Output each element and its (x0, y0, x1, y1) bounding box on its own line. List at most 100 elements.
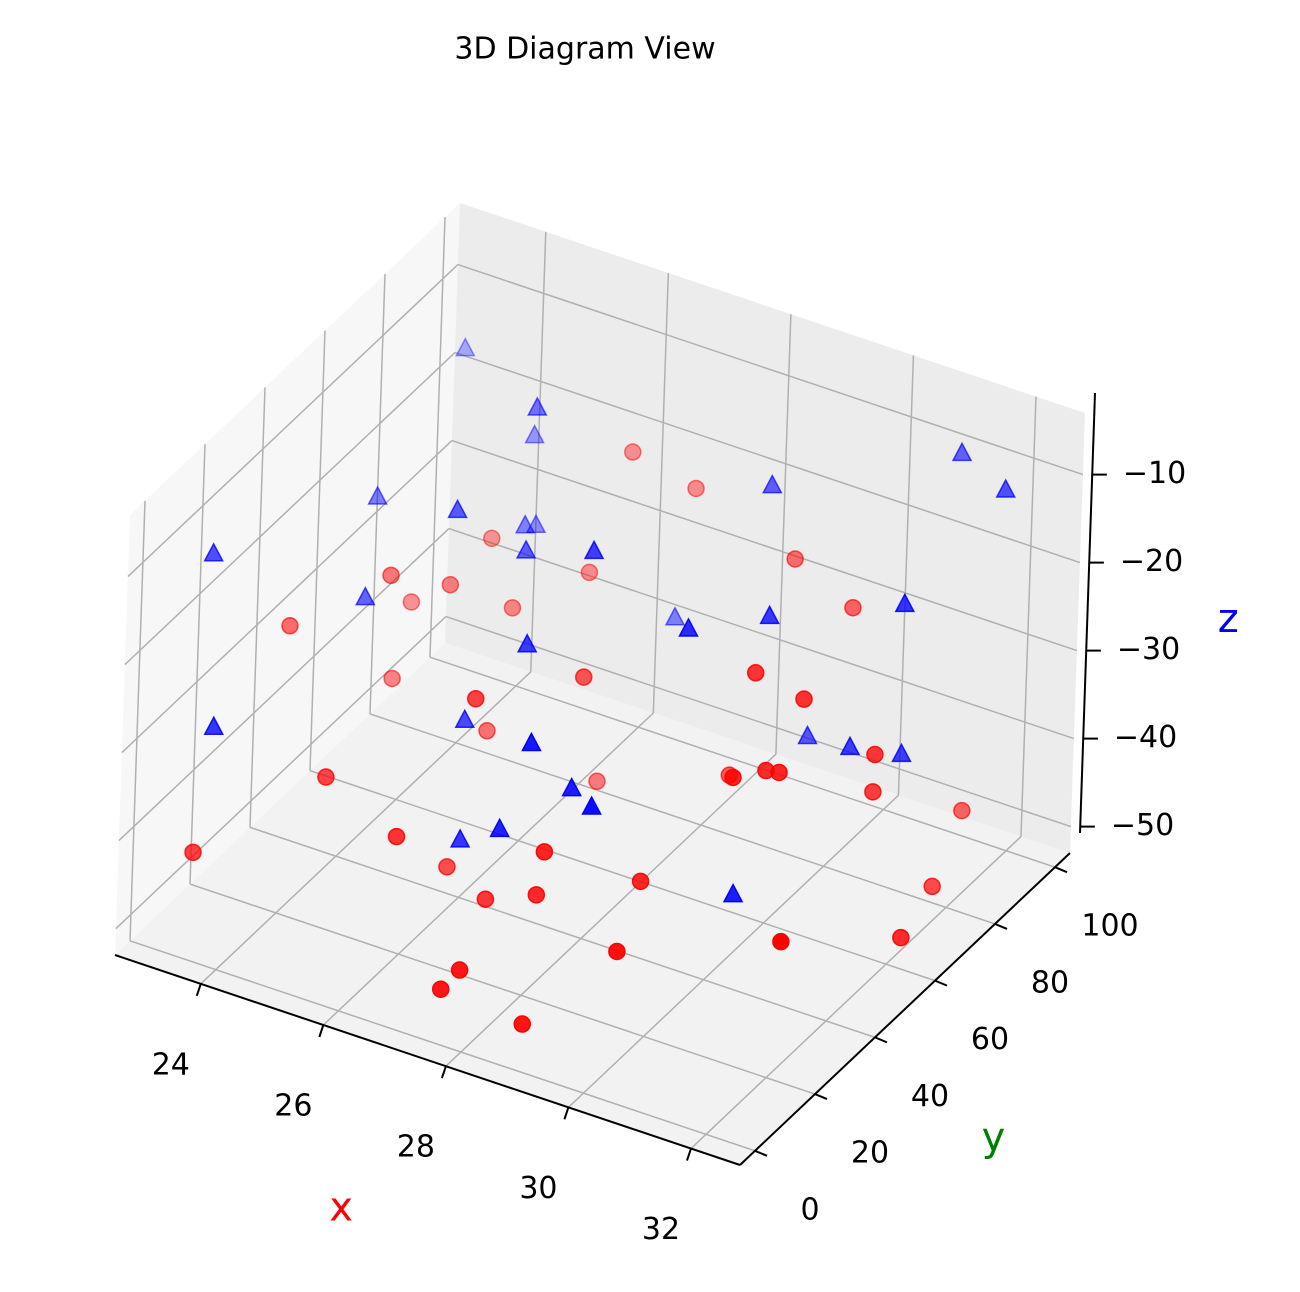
grid-line (1020, 396, 1037, 837)
point (797, 724, 818, 745)
point (467, 689, 485, 708)
point (382, 566, 400, 585)
point (515, 539, 537, 559)
point (995, 478, 1016, 498)
point (527, 886, 546, 904)
z-tick-label: −20 (1120, 544, 1183, 579)
grid-line (429, 656, 1056, 868)
point (454, 708, 476, 729)
point (759, 604, 780, 625)
grid-line (309, 769, 936, 982)
grid-line (445, 753, 777, 1067)
grid-line (189, 444, 206, 885)
grid-line (530, 231, 547, 672)
point (387, 827, 406, 846)
grid-line (124, 352, 456, 666)
x-tick (686, 1148, 692, 1161)
point (489, 817, 510, 838)
grid-line (369, 273, 386, 714)
grid-line (448, 527, 1075, 740)
point (746, 664, 765, 682)
point (455, 337, 476, 357)
y-tick (1054, 866, 1068, 874)
x-tick (563, 1107, 570, 1120)
y-tick (754, 1149, 768, 1157)
point (772, 932, 790, 951)
z-tick-label: −40 (1114, 720, 1177, 755)
point (383, 669, 401, 688)
point (203, 542, 224, 562)
point (447, 498, 468, 519)
point (367, 485, 388, 505)
point (608, 942, 626, 961)
grid-line (897, 355, 915, 796)
grid-line (775, 314, 792, 755)
grid-line (429, 217, 446, 658)
point (786, 550, 804, 568)
y-tick (994, 922, 1008, 930)
point (583, 539, 605, 560)
grid-line (129, 940, 756, 1152)
grid-line (121, 440, 453, 754)
point (631, 872, 650, 891)
x-tick-label: 28 (397, 1130, 435, 1165)
grid-line (309, 330, 326, 771)
point (724, 768, 742, 787)
y-axis-title: y (982, 1115, 1006, 1161)
point (527, 396, 548, 416)
z-axis (1079, 392, 1096, 834)
point (503, 599, 522, 617)
grid-line (115, 616, 447, 930)
y-tick (814, 1093, 828, 1101)
point (561, 777, 582, 797)
point (678, 617, 699, 637)
back-pane (445, 203, 1085, 853)
point (762, 473, 783, 494)
point (892, 928, 910, 947)
point (514, 514, 536, 534)
grid-line (652, 272, 670, 714)
point (513, 1015, 531, 1033)
z-axis-title: z (1218, 596, 1239, 642)
y-tick-label: 60 (971, 1022, 1009, 1057)
z-tick-label: −50 (1111, 808, 1174, 843)
point (402, 593, 421, 611)
point (355, 586, 376, 606)
x-tick-label: 30 (519, 1171, 557, 1206)
point (478, 722, 496, 740)
grid-line (322, 712, 654, 1026)
point (483, 529, 501, 548)
chart-title: 3D Diagram View (454, 32, 715, 67)
point (951, 441, 973, 462)
point (891, 742, 912, 763)
grid-line (451, 439, 1078, 652)
point (476, 890, 495, 908)
point (866, 745, 884, 764)
grid-line (445, 615, 1072, 828)
x-tick (440, 1065, 447, 1079)
grid-line (127, 264, 459, 578)
point (516, 633, 538, 653)
y-tick-label: 40 (911, 1079, 949, 1114)
y-tick-label: 20 (851, 1136, 889, 1171)
grid-line (189, 883, 816, 1095)
point (450, 961, 469, 979)
y-tick (934, 979, 948, 987)
y-axis (739, 852, 1071, 1166)
x-tick-label: 26 (274, 1089, 312, 1124)
left-pane (115, 203, 460, 955)
point (317, 768, 335, 786)
point (864, 783, 882, 801)
point (953, 801, 971, 820)
grid-line (369, 713, 996, 925)
x-tick-label: 32 (642, 1212, 680, 1247)
y-tick-label: 80 (1031, 965, 1069, 1000)
point (923, 877, 941, 896)
point (524, 424, 545, 444)
point (184, 843, 202, 862)
point (438, 858, 456, 876)
y-tick-label: 100 (1081, 909, 1138, 944)
y-tick (874, 1036, 888, 1044)
grid-line (249, 387, 266, 828)
